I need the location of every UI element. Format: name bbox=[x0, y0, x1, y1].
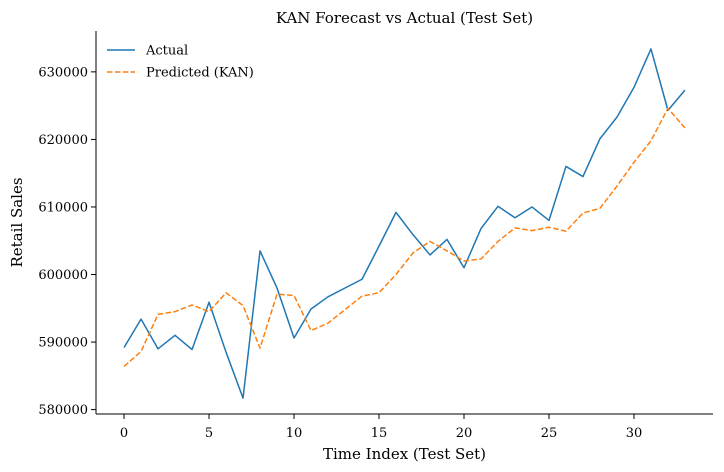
x-tick-label: 0 bbox=[120, 426, 128, 441]
y-tick-label: 630000 bbox=[38, 65, 88, 80]
y-tick-label: 610000 bbox=[38, 200, 88, 215]
x-tick-label: 30 bbox=[626, 426, 643, 441]
plot-area bbox=[123, 48, 686, 399]
chart-title: KAN Forecast vs Actual (Test Set) bbox=[276, 9, 533, 27]
series-line-actual bbox=[123, 48, 686, 399]
legend: Actual Predicted (KAN) bbox=[107, 44, 254, 81]
y-axis-title: Retail Sales bbox=[8, 177, 26, 267]
legend-label-predicted-kan: Predicted (KAN) bbox=[146, 66, 254, 81]
y-tick-label: 600000 bbox=[38, 268, 88, 283]
x-tick-label: 20 bbox=[456, 426, 473, 441]
x-tick-label: 10 bbox=[286, 426, 303, 441]
legend-label-actual: Actual bbox=[145, 44, 188, 59]
x-tick-label: 15 bbox=[371, 426, 388, 441]
y-tick-label: 580000 bbox=[38, 403, 88, 418]
x-tick-label: 5 bbox=[205, 426, 213, 441]
y-tick-label: 620000 bbox=[38, 133, 88, 148]
y-tick-label: 590000 bbox=[38, 336, 88, 351]
x-axis-ticks: 0 5 10 15 20 25 30 bbox=[120, 414, 642, 441]
x-tick-label: 25 bbox=[541, 426, 558, 441]
series-line-predicted-kan bbox=[123, 107, 686, 367]
y-axis-ticks: 580000 590000 600000 610000 620000 630000 bbox=[38, 65, 96, 418]
x-axis-title: Time Index (Test Set) bbox=[323, 445, 486, 463]
